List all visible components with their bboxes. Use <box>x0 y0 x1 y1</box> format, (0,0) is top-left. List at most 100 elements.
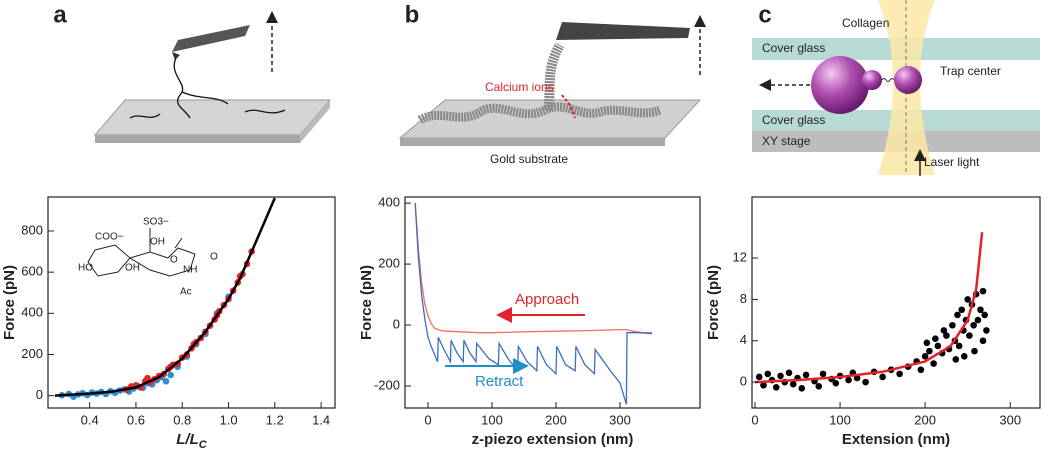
data-point <box>777 372 784 380</box>
illustration-a <box>93 11 332 143</box>
x-tick-label: 0.6 <box>127 412 145 427</box>
annotation: Approach <box>515 291 579 308</box>
y-tick-label: 200 <box>378 256 400 271</box>
illustration-label: Calcium ions <box>485 80 554 94</box>
data-point <box>802 371 810 379</box>
data-point <box>930 360 937 367</box>
data-point <box>832 379 840 387</box>
axes-frame <box>751 196 1041 409</box>
data-point <box>949 321 956 329</box>
plot-area <box>754 232 990 392</box>
x-tick-label: 100 <box>481 412 503 427</box>
data-point <box>964 296 971 303</box>
inset-structure <box>87 228 196 277</box>
y-tick-label: 0 <box>740 374 747 389</box>
data-point <box>760 381 767 389</box>
x-axis-label-sub: C <box>199 439 208 450</box>
data-point <box>896 370 903 378</box>
data-point <box>952 356 960 363</box>
plot-area <box>414 203 653 405</box>
data-point <box>960 352 968 360</box>
x-axis-label: Extension (nm) <box>842 431 950 448</box>
data-point <box>958 306 966 314</box>
data-point <box>979 337 987 345</box>
data-point <box>970 321 977 329</box>
data-point <box>862 378 869 386</box>
y-tick-label: 12 <box>733 249 747 264</box>
data-point <box>926 347 933 355</box>
x-tick-label: 200 <box>545 412 567 427</box>
inset-label: OH <box>125 263 140 274</box>
x-tick-label: 0.8 <box>173 412 191 427</box>
x-tick-label: 0.4 <box>81 412 99 427</box>
y-tick-label: 600 <box>21 264 43 279</box>
illustration-b <box>398 15 706 146</box>
illustration-c <box>752 0 1040 176</box>
panel: a 0.4 0.6 0.8 1.0 1.2 1.4 0 200 400 600 800 L/LC Forc… <box>1 1 336 450</box>
x-axis-label-main: z-piezo extension (nm) <box>472 431 634 448</box>
x-axis-label: L/LC <box>176 431 208 450</box>
x-tick-label: 200 <box>914 412 936 427</box>
y-tick-label: 0 <box>36 387 43 402</box>
y-tick-label: 800 <box>21 222 43 237</box>
x-tick-label: 0 <box>424 412 431 427</box>
data-point <box>879 373 886 381</box>
plot-area <box>54 197 276 400</box>
data-point <box>954 311 961 319</box>
illustration-label: XY stage <box>762 134 811 148</box>
x-axis-label-main: L/L <box>176 431 199 448</box>
panel-label: b <box>405 1 420 28</box>
data-point <box>971 347 978 355</box>
axes-frame <box>47 196 336 409</box>
y-tick-label: 8 <box>740 291 747 306</box>
y-tick-label: 4 <box>740 332 747 347</box>
series-line <box>754 232 984 384</box>
y-axis-label: Force (pN) <box>1 265 18 340</box>
illustration-label: Gold substrate <box>490 152 568 166</box>
inset-label: HO <box>78 263 93 274</box>
data-point <box>764 370 772 378</box>
inset-label: O <box>210 252 218 263</box>
data-point <box>785 369 793 377</box>
data-point <box>943 332 950 339</box>
x-tick-label: 300 <box>999 412 1021 427</box>
data-point <box>974 316 982 324</box>
inset-label: OH <box>150 237 165 248</box>
inset-label: Ac <box>180 287 192 298</box>
x-tick-label: 300 <box>609 412 631 427</box>
data-point <box>923 339 931 347</box>
data-point <box>815 382 823 390</box>
axes-frame <box>404 196 701 409</box>
data-point <box>983 327 990 334</box>
data-point <box>979 287 987 295</box>
data-point <box>940 327 948 334</box>
x-tick-label: 1.0 <box>219 412 237 427</box>
panel-label: a <box>53 1 67 28</box>
annotation: Retract <box>475 373 524 390</box>
y-tick-label: 400 <box>21 305 43 320</box>
x-tick-label: 100 <box>829 412 851 427</box>
illustration-label: Trap center <box>940 64 1001 78</box>
series-line <box>414 203 652 334</box>
series-line <box>54 197 276 397</box>
y-tick-label: 200 <box>21 346 43 361</box>
data-point <box>955 342 963 350</box>
y-tick-label: 400 <box>378 195 400 210</box>
x-axis-label: z-piezo extension (nm) <box>472 431 634 448</box>
data-point <box>144 374 151 382</box>
data-point <box>845 376 852 384</box>
data-point <box>789 380 797 388</box>
x-tick-label: 0 <box>751 412 758 427</box>
x-tick-label: 1.2 <box>266 412 284 427</box>
data-point <box>921 352 929 360</box>
data-point <box>966 332 973 339</box>
inset-label: COO− <box>95 232 124 243</box>
data-point <box>162 377 170 385</box>
inset-label: O <box>170 255 178 266</box>
data-point <box>755 373 763 381</box>
data-point <box>981 311 988 319</box>
illustration-label: Cover glass <box>762 41 825 55</box>
y-axis-label: Force (pN) <box>358 265 375 340</box>
data-point <box>917 366 925 374</box>
